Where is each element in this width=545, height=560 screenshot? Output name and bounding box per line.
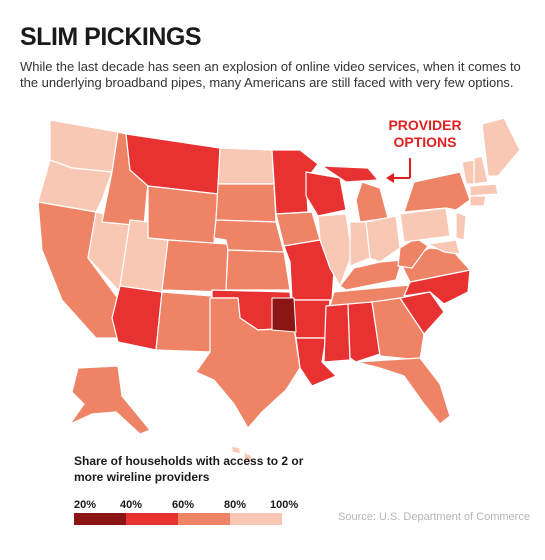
state-north-dakota <box>217 147 275 185</box>
legend-label-60: 60% <box>172 499 195 511</box>
state-new-jersey <box>455 211 467 241</box>
callout-line-1: PROVIDER <box>388 117 462 133</box>
state-hawaii <box>231 445 253 465</box>
state-wisconsin <box>305 171 347 217</box>
legend-swatch-80-100 <box>230 513 282 525</box>
legend-label-40: 40% <box>120 499 143 511</box>
state-arkansas <box>291 299 331 339</box>
state-kentucky <box>339 259 403 291</box>
state-michigan <box>355 181 389 223</box>
legend-label-80: 80% <box>224 499 247 511</box>
state-mississippi <box>323 303 351 363</box>
state-georgia <box>371 297 425 361</box>
state-alaska <box>69 365 151 435</box>
callout-arrow-head <box>386 173 394 183</box>
state-kansas <box>225 249 291 291</box>
state-maryland <box>427 239 461 255</box>
callout-line-2: OPTIONS <box>393 134 457 150</box>
state-florida <box>355 357 451 425</box>
state-colorado <box>161 239 229 293</box>
state-maine <box>481 117 521 177</box>
state-alabama <box>347 301 381 363</box>
state-wyoming <box>147 185 219 245</box>
state-ohio <box>365 215 401 263</box>
state-pennsylvania <box>399 207 451 243</box>
legend-swatch-60-80 <box>178 513 230 525</box>
legend-swatch-40-60 <box>126 513 178 525</box>
state-connecticut <box>469 195 487 207</box>
legend-swatch-20-40 <box>74 513 126 525</box>
source-note: Source: U.S. Department of Commerce <box>338 511 530 523</box>
state-vermont <box>461 159 475 185</box>
state-massachusetts <box>469 183 499 197</box>
provider-options-callout: PROVIDER OPTIONS <box>370 117 480 151</box>
state-new-mexico <box>155 291 213 353</box>
state-michigan-upper <box>321 165 379 183</box>
state-arizona <box>111 285 163 351</box>
state-south-dakota <box>215 183 277 223</box>
state-new-hampshire <box>473 155 489 185</box>
legend-label-20: 20% <box>74 499 97 511</box>
legend-title: Share of households with access to 2 or … <box>74 454 304 484</box>
page-subtitle: While the last decade has seen an explos… <box>20 59 521 90</box>
state-new-york <box>403 171 471 213</box>
page-title: SLIM PICKINGS <box>20 23 202 51</box>
region-lowest-access <box>271 297 297 333</box>
legend-label-100: 100% <box>270 499 299 511</box>
